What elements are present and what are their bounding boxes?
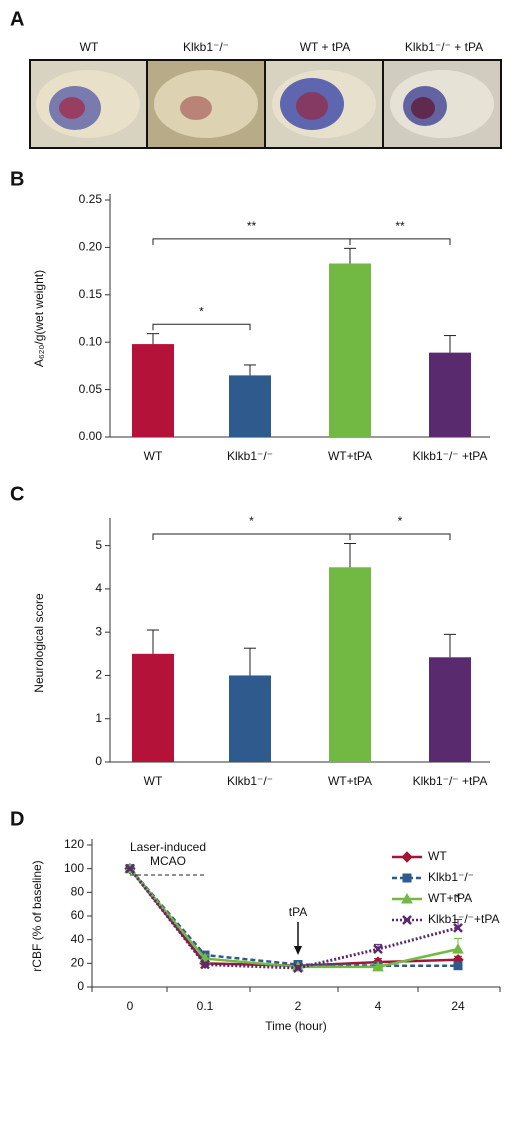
stain <box>59 97 85 119</box>
y-axis-label: rCBF (% of baseline) <box>30 860 44 971</box>
annotation: MCAO <box>150 854 186 868</box>
bar <box>429 657 471 762</box>
panel-letter: B <box>10 168 24 190</box>
marker <box>452 943 464 954</box>
y-tick-label: 2 <box>95 668 102 682</box>
stain <box>180 96 212 120</box>
y-tick-label: 20 <box>71 956 85 970</box>
y-tick-label: 0.25 <box>79 192 103 206</box>
bar <box>132 653 174 762</box>
marker <box>453 961 463 971</box>
stain <box>411 97 435 119</box>
brain-images <box>29 59 502 149</box>
panel-letter: D <box>10 808 24 830</box>
marker <box>453 922 463 933</box>
bar <box>329 263 371 437</box>
x-tick-label: Klkb1⁻/⁻ <box>227 774 273 788</box>
y-tick-label: 3 <box>95 624 102 638</box>
y-axis-label: A₆₂₀/g(wet weight) <box>32 270 46 367</box>
annotation: * <box>456 891 461 905</box>
series-line <box>129 867 458 967</box>
significance-bracket <box>349 238 451 245</box>
y-tick-label: 0.00 <box>79 429 103 443</box>
significance-label: ** <box>247 219 257 233</box>
y-tick-label: 0 <box>95 754 102 768</box>
y-tick-label: 0.15 <box>79 287 103 301</box>
x-tick-label: Klkb1⁻/⁻ <box>227 449 273 463</box>
y-tick-label: 80 <box>71 885 85 899</box>
x-tick-label: 0.1 <box>197 999 214 1013</box>
image-label: WT + tPA <box>300 40 351 54</box>
y-tick-label: 120 <box>64 837 84 851</box>
x-tick-label: 24 <box>451 999 465 1013</box>
bar <box>329 567 371 762</box>
bar <box>229 375 271 437</box>
legend-label: Klkb1⁻/⁻ <box>428 870 474 884</box>
image-label: Klkb1⁻/⁻ + tPA <box>405 40 483 54</box>
significance-bracket <box>152 238 351 245</box>
marker <box>402 873 412 883</box>
annotation: Laser-induced <box>130 840 206 854</box>
x-tick-label: 2 <box>295 999 302 1013</box>
marker <box>200 959 210 970</box>
y-tick-label: 5 <box>95 538 102 552</box>
stain <box>296 92 328 120</box>
series-line <box>128 867 459 970</box>
significance-label: * <box>398 514 403 528</box>
bar <box>429 352 471 437</box>
y-tick-label: 1 <box>95 711 102 725</box>
y-tick-label: 40 <box>71 932 85 946</box>
marker <box>293 963 303 973</box>
bar <box>132 344 174 437</box>
marker <box>125 863 135 874</box>
significance-label: * <box>199 304 204 318</box>
image-label: Klkb1⁻/⁻ <box>183 40 229 54</box>
marker <box>401 851 413 863</box>
y-axis-label: Neurological score <box>32 593 46 693</box>
x-tick-label: 0 <box>127 999 134 1013</box>
bar <box>229 675 271 762</box>
y-tick-label: 0.10 <box>79 334 103 348</box>
x-tick-label: Klkb1⁻/⁻ +tPA <box>413 449 488 463</box>
significance-label: ** <box>395 219 405 233</box>
legend-label: WT+tPA <box>428 891 472 905</box>
y-tick-label: 4 <box>95 581 102 595</box>
x-tick-label: Klkb1⁻/⁻ +tPA <box>413 774 488 788</box>
significance-label: * <box>249 514 254 528</box>
marker <box>373 944 383 955</box>
legend-label: WT <box>428 849 447 863</box>
annotation: tPA <box>289 905 307 919</box>
y-tick-label: 0.20 <box>79 240 103 254</box>
significance-bracket <box>152 533 351 540</box>
y-tick-label: 100 <box>64 861 84 875</box>
panel-letter: A <box>10 8 24 30</box>
marker <box>402 915 412 925</box>
legend-label: Klkb1⁻/⁻+tPA <box>428 912 499 926</box>
y-tick-label: 0.05 <box>79 382 103 396</box>
marker <box>401 892 413 904</box>
image-label: WT <box>80 40 99 54</box>
x-tick-label: WT+tPA <box>328 774 372 788</box>
x-tick-label: WT <box>144 449 163 463</box>
x-tick-label: WT <box>144 774 163 788</box>
marker <box>372 960 384 972</box>
significance-bracket <box>152 323 251 331</box>
arrowhead <box>294 946 302 955</box>
x-tick-label: WT+tPA <box>328 449 372 463</box>
x-tick-label: 4 <box>375 999 382 1013</box>
y-tick-label: 60 <box>71 908 85 922</box>
panel-letter: C <box>10 483 24 505</box>
x-axis-label: Time (hour) <box>265 1019 327 1033</box>
significance-bracket <box>349 533 451 540</box>
y-tick-label: 0 <box>77 979 84 993</box>
